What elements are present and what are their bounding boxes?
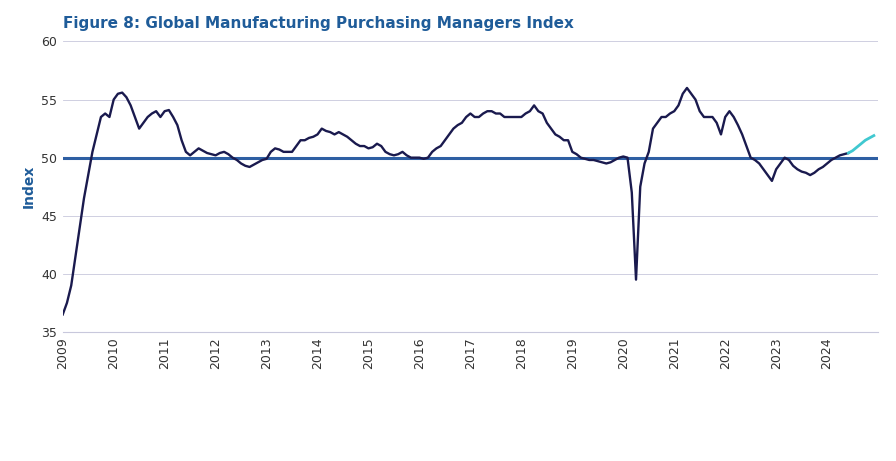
Legend: Actual, Forecast, Below = contraction, Above = expansion: Actual, Forecast, Below = contraction, A… <box>117 460 628 461</box>
Y-axis label: Index: Index <box>22 165 36 208</box>
Text: Figure 8: Global Manufacturing Purchasing Managers Index: Figure 8: Global Manufacturing Purchasin… <box>63 16 573 30</box>
